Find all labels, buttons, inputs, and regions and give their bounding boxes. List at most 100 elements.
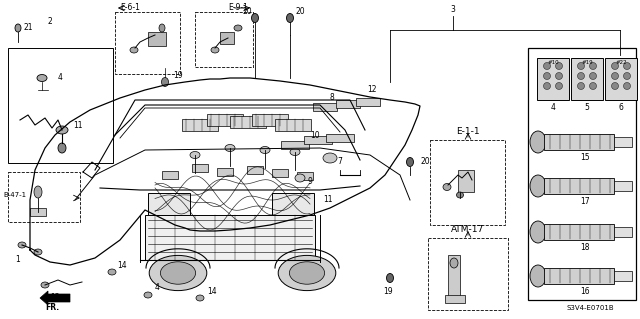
Ellipse shape (159, 24, 165, 32)
Text: 20: 20 (295, 8, 305, 17)
Text: 19: 19 (383, 287, 393, 296)
Bar (528, 48, 636, 300)
Text: E-1-1: E-1-1 (456, 128, 480, 137)
Text: 20: 20 (420, 158, 430, 167)
Bar (162, 171, 178, 179)
Ellipse shape (149, 256, 207, 291)
Ellipse shape (144, 292, 152, 298)
Ellipse shape (543, 83, 550, 90)
Ellipse shape (161, 78, 168, 86)
Ellipse shape (611, 83, 618, 90)
Text: ATM-17: ATM-17 (451, 226, 484, 234)
Ellipse shape (556, 83, 563, 90)
Text: 9: 9 (308, 177, 312, 187)
Ellipse shape (196, 295, 204, 301)
Bar (605, 58, 637, 100)
Bar (614, 181, 632, 191)
Ellipse shape (58, 143, 66, 153)
Bar (458, 170, 474, 192)
Bar (356, 98, 380, 106)
Ellipse shape (278, 256, 336, 291)
Text: 4: 4 (58, 73, 63, 83)
Bar (217, 168, 233, 176)
Bar (252, 114, 288, 126)
Ellipse shape (589, 63, 596, 70)
Ellipse shape (623, 63, 630, 70)
Text: 13: 13 (50, 293, 60, 302)
Bar (430, 140, 505, 225)
Text: 11: 11 (73, 121, 83, 130)
Bar (115, 12, 180, 74)
Text: 16: 16 (580, 287, 590, 296)
Ellipse shape (556, 63, 563, 70)
Text: FR.: FR. (45, 302, 59, 311)
Text: S3V4-E0701B: S3V4-E0701B (566, 305, 614, 311)
Ellipse shape (161, 262, 196, 284)
Text: 2: 2 (47, 18, 52, 26)
Text: 4: 4 (550, 103, 556, 113)
Text: E-6-1: E-6-1 (120, 4, 140, 12)
Ellipse shape (130, 47, 138, 53)
Text: #10: #10 (547, 60, 559, 64)
Bar (428, 238, 508, 310)
Ellipse shape (56, 126, 68, 134)
Bar (313, 103, 337, 111)
Ellipse shape (543, 72, 550, 79)
Bar (544, 268, 614, 284)
Ellipse shape (611, 63, 618, 70)
Ellipse shape (260, 146, 270, 153)
Bar (148, 193, 190, 215)
Ellipse shape (577, 63, 584, 70)
Bar (336, 100, 360, 108)
Ellipse shape (589, 72, 596, 79)
Text: 15: 15 (580, 153, 590, 162)
Bar (281, 141, 309, 149)
Ellipse shape (295, 174, 305, 182)
Text: 19: 19 (173, 70, 183, 79)
Ellipse shape (34, 249, 42, 255)
Bar (297, 172, 313, 180)
Bar (614, 227, 632, 237)
Text: 10: 10 (310, 130, 320, 139)
Ellipse shape (323, 153, 337, 163)
Ellipse shape (252, 13, 259, 23)
Bar (304, 136, 332, 144)
Bar (571, 58, 603, 100)
Bar (230, 116, 266, 128)
Ellipse shape (530, 265, 546, 287)
Text: 5: 5 (584, 103, 589, 113)
Text: 12: 12 (367, 85, 377, 94)
Bar (220, 32, 234, 44)
Ellipse shape (543, 63, 550, 70)
Text: 11: 11 (323, 196, 333, 204)
Bar (195, 12, 253, 67)
Bar (272, 193, 314, 215)
Bar (207, 114, 243, 126)
Ellipse shape (190, 152, 200, 159)
Text: #19: #19 (581, 60, 593, 64)
Ellipse shape (456, 192, 463, 198)
Bar (30, 208, 46, 216)
Ellipse shape (530, 131, 546, 153)
Ellipse shape (556, 72, 563, 79)
Text: 17: 17 (580, 197, 590, 206)
Bar (275, 119, 311, 131)
Bar (8, 172, 80, 222)
Text: 3: 3 (451, 5, 456, 14)
Ellipse shape (450, 258, 458, 268)
Text: 21: 21 (23, 23, 33, 32)
Text: 18: 18 (580, 243, 589, 253)
Ellipse shape (611, 72, 618, 79)
Ellipse shape (577, 83, 584, 90)
Text: 8: 8 (330, 93, 334, 101)
Ellipse shape (234, 25, 242, 31)
Ellipse shape (289, 262, 324, 284)
Ellipse shape (211, 47, 219, 53)
Bar (445, 295, 465, 303)
Bar (614, 271, 632, 281)
Text: 1: 1 (15, 256, 20, 264)
Bar (148, 32, 166, 46)
Bar (544, 224, 614, 240)
Bar (544, 178, 614, 194)
Ellipse shape (387, 273, 394, 283)
